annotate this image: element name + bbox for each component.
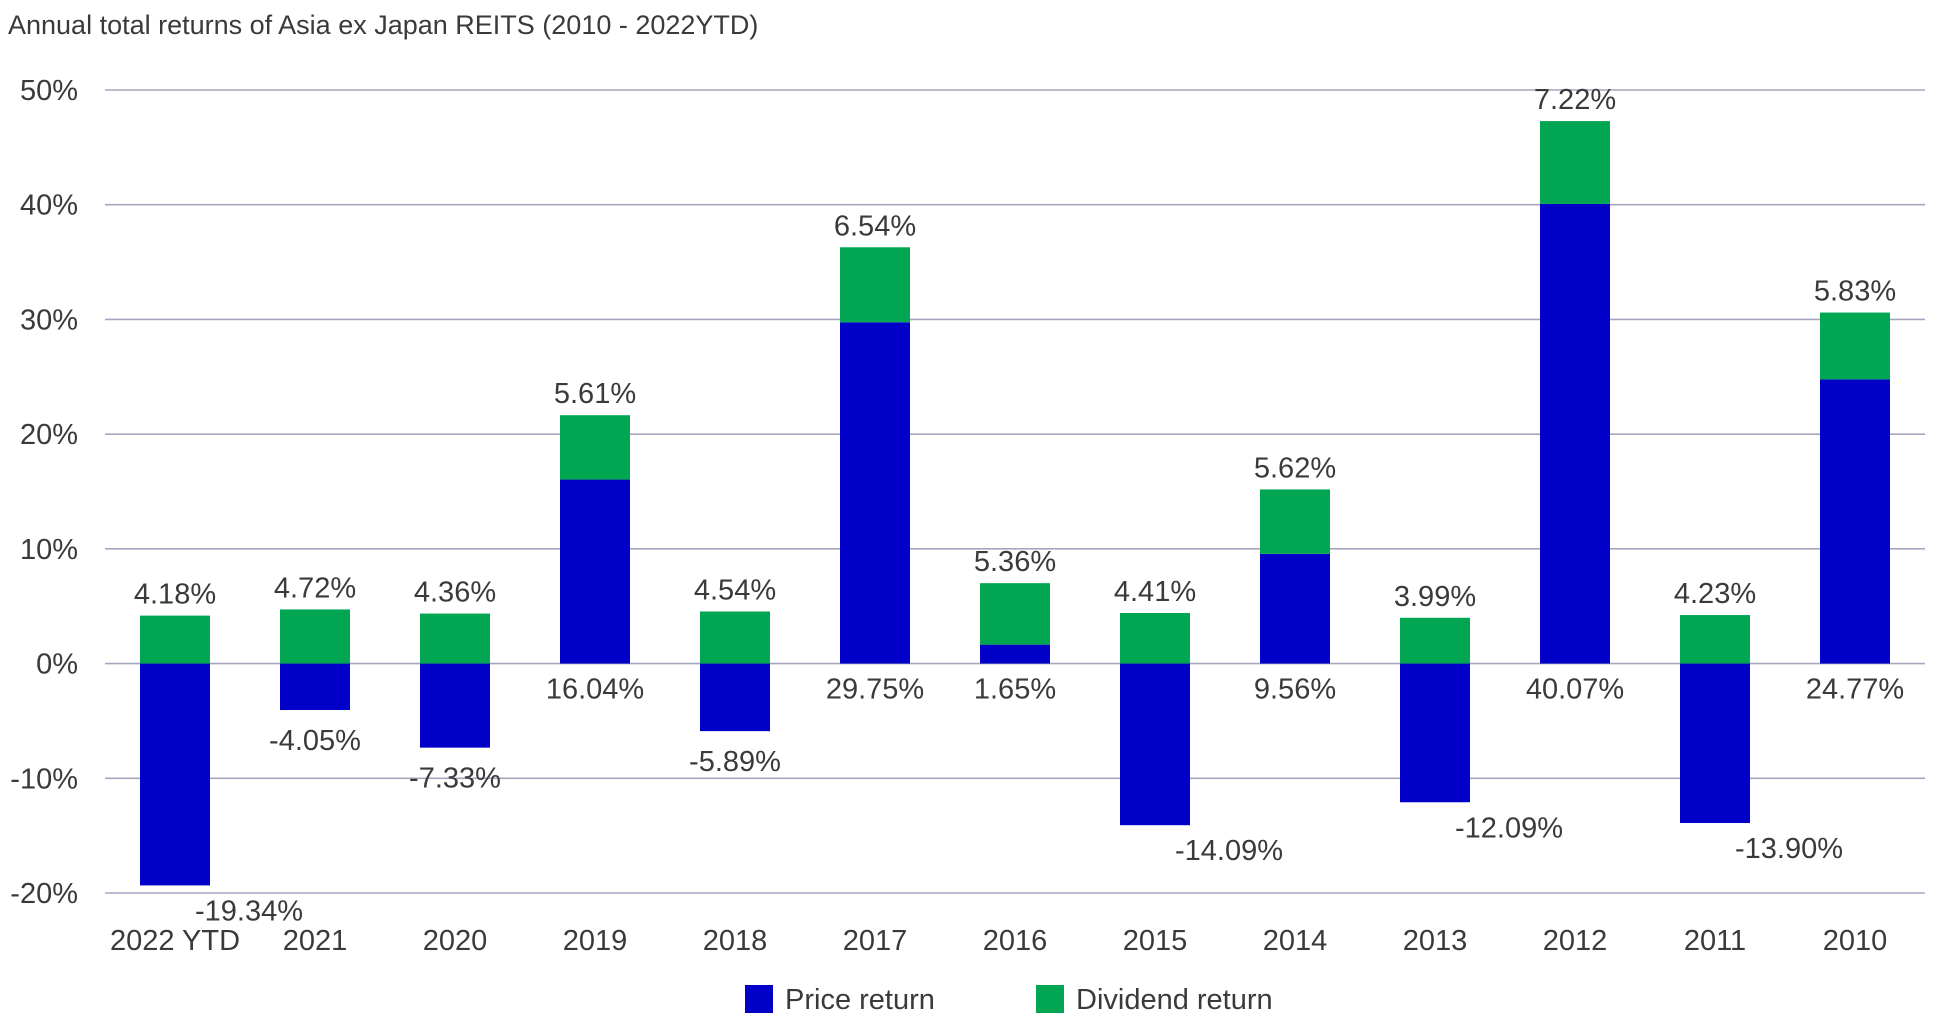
x-tick-label: 2012 — [1543, 925, 1608, 957]
y-tick-label: -10% — [10, 763, 78, 795]
price-data-label: -7.33% — [409, 763, 501, 795]
price-return-bar — [1680, 663, 1750, 824]
dividend-data-label: 4.54% — [694, 574, 776, 606]
dividend-return-bar — [700, 611, 770, 664]
dividend-return-bar — [280, 609, 350, 664]
dividend-return-bar — [1540, 121, 1610, 204]
y-tick-label: 10% — [20, 534, 78, 566]
x-tick-label: 2010 — [1823, 925, 1888, 957]
y-tick-label: 30% — [20, 304, 78, 336]
x-tick-label: 2020 — [423, 925, 488, 957]
y-tick-label: 50% — [20, 75, 78, 107]
y-tick-label: 40% — [20, 190, 78, 222]
price-return-bar — [1820, 379, 1890, 664]
dividend-data-label: 6.54% — [834, 210, 916, 242]
legend-label: Price return — [785, 984, 935, 1016]
dividend-return-bar — [140, 615, 210, 664]
dividend-return-bar — [420, 613, 490, 664]
price-data-label: 24.77% — [1806, 674, 1904, 706]
price-data-label: 9.56% — [1254, 674, 1336, 706]
x-tick-label: 2017 — [843, 925, 908, 957]
price-data-label: -19.34% — [195, 895, 303, 927]
dividend-data-label: 5.62% — [1254, 452, 1336, 484]
dividend-data-label: 4.23% — [1674, 578, 1756, 610]
legend-label: Dividend return — [1076, 984, 1273, 1016]
x-tick-label: 2022 YTD — [110, 925, 240, 957]
price-return-bar — [980, 644, 1050, 664]
dividend-return-bar — [1820, 312, 1890, 380]
x-tick-label: 2016 — [983, 925, 1048, 957]
dividend-data-label: 5.36% — [974, 546, 1056, 578]
price-return-bar — [280, 663, 350, 711]
x-tick-label: 2011 — [1684, 925, 1746, 957]
dividend-data-label: 4.41% — [1114, 576, 1196, 608]
dividend-return-bar — [1120, 612, 1190, 664]
price-return-bar — [420, 663, 490, 748]
dividend-data-label: 4.18% — [134, 579, 216, 611]
y-axis: -20% -10% 0% 10% 20% 30% 40% 50% — [10, 75, 78, 910]
price-return-bar — [700, 663, 770, 732]
dividend-return-bar — [1400, 617, 1470, 664]
dividend-return-bar — [980, 583, 1050, 645]
price-data-label: -5.89% — [689, 746, 781, 778]
price-return-bar — [560, 479, 630, 664]
dividend-data-label: 4.72% — [274, 572, 356, 604]
y-tick-label: 20% — [20, 419, 78, 451]
price-return-bar — [1400, 663, 1470, 803]
data-labels: 4.18% -19.34% 4.72% -4.05% 4.36% -7.33% 5.61% 1… — [134, 84, 1904, 927]
dividend-data-label: 4.36% — [414, 577, 496, 609]
legend: Price return Dividend return — [745, 984, 1273, 1016]
dividend-data-label: 3.99% — [1394, 581, 1476, 613]
price-data-label: -14.09% — [1175, 835, 1283, 867]
price-data-label: -12.09% — [1455, 812, 1563, 844]
legend-swatch — [745, 985, 773, 1013]
x-tick-label: 2013 — [1403, 925, 1468, 957]
y-tick-label: -20% — [10, 878, 78, 910]
dividend-return-bar — [560, 415, 630, 480]
y-tick-label: 0% — [36, 649, 78, 681]
legend-swatch — [1036, 985, 1064, 1013]
x-tick-label: 2021 — [283, 925, 348, 957]
x-tick-label: 2015 — [1123, 925, 1188, 957]
price-return-bar — [1260, 553, 1330, 664]
price-data-label: 16.04% — [546, 674, 644, 706]
dividend-data-label: 5.61% — [554, 378, 636, 410]
price-data-label: -4.05% — [269, 725, 361, 757]
price-data-label: 1.65% — [974, 674, 1056, 706]
dividend-return-bar — [1680, 615, 1750, 664]
price-data-label: -13.90% — [1735, 833, 1843, 865]
x-tick-label: 2019 — [563, 925, 628, 957]
dividend-data-label: 7.22% — [1534, 84, 1616, 116]
price-data-label: 40.07% — [1526, 674, 1624, 706]
price-return-bar — [140, 663, 210, 886]
chart-title: Annual total returns of Asia ex Japan RE… — [8, 10, 759, 40]
gridlines — [105, 89, 1925, 894]
x-tick-label: 2018 — [703, 925, 768, 957]
price-return-bar — [840, 322, 910, 664]
price-return-bar — [1540, 203, 1610, 664]
price-data-label: 29.75% — [826, 674, 924, 706]
dividend-return-bar — [1260, 489, 1330, 554]
dividend-data-label: 5.83% — [1814, 276, 1896, 308]
bars — [140, 121, 1890, 886]
dividend-return-bar — [840, 247, 910, 323]
x-axis: 2022 YTD 2021 2020 2019 2018 2017 2016 2015 2014… — [110, 925, 1887, 957]
price-return-bar — [1120, 663, 1190, 826]
x-tick-label: 2014 — [1263, 925, 1328, 957]
